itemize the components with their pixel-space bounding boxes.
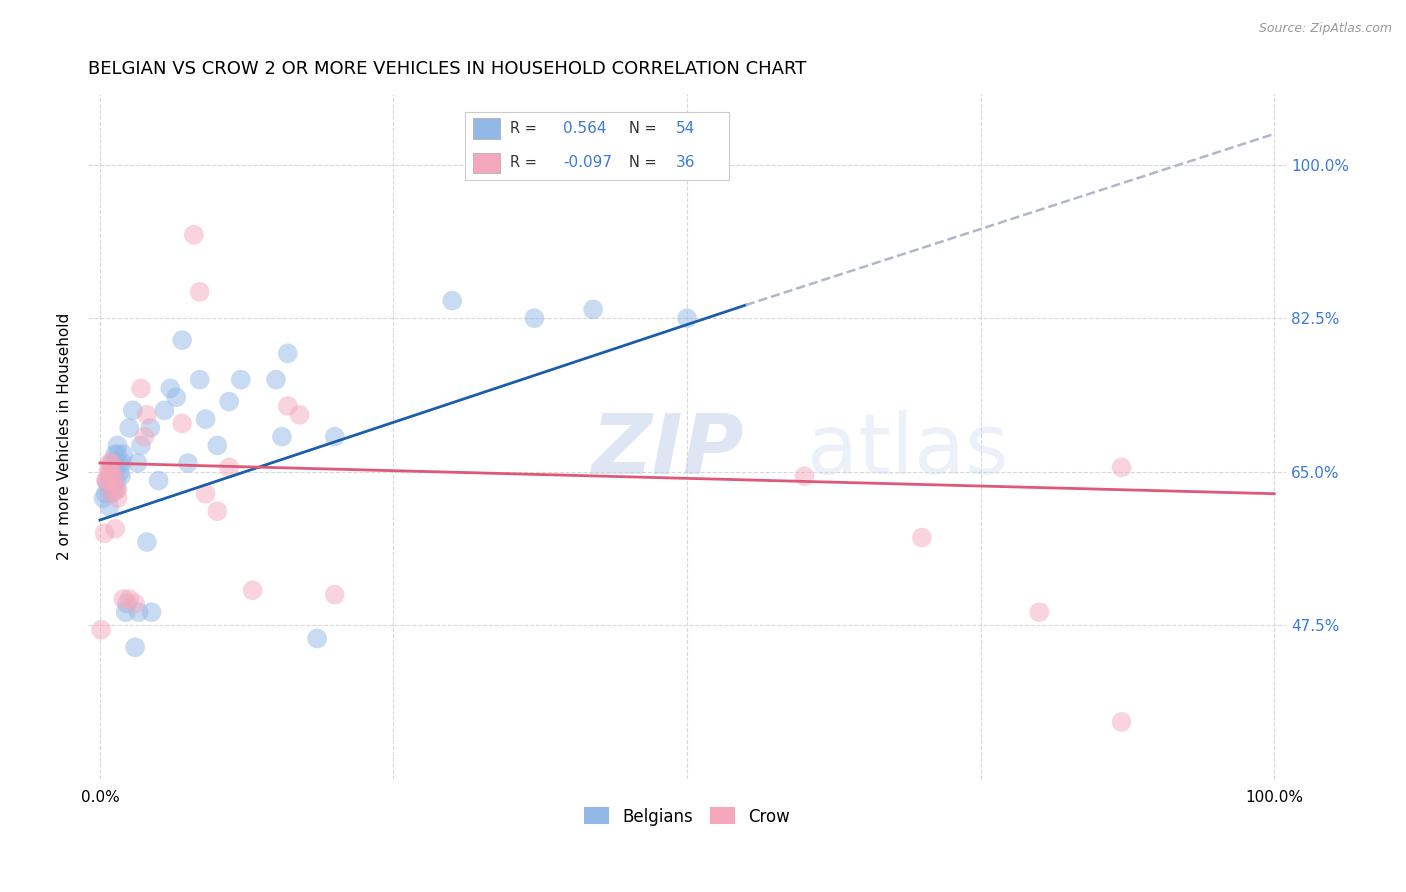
Point <box>288 408 311 422</box>
Point <box>97 465 120 479</box>
Text: BELGIAN VS CROW 2 OR MORE VEHICLES IN HOUSEHOLD CORRELATION CHART: BELGIAN VS CROW 2 OR MORE VEHICLES IN HO… <box>89 60 807 78</box>
Point <box>277 399 299 413</box>
Point <box>676 311 699 326</box>
Point <box>97 478 120 492</box>
Point <box>172 417 194 431</box>
Point <box>121 403 143 417</box>
Point <box>96 474 118 488</box>
Point <box>911 531 934 545</box>
Point <box>582 302 605 317</box>
Point <box>100 465 122 479</box>
Text: ZIP: ZIP <box>592 409 744 491</box>
Point <box>134 430 156 444</box>
Point <box>1111 714 1133 729</box>
Point <box>129 438 152 452</box>
Point <box>159 381 181 395</box>
Y-axis label: 2 or more Vehicles in Household: 2 or more Vehicles in Household <box>58 313 72 560</box>
Point <box>135 408 157 422</box>
Point <box>115 596 138 610</box>
Point <box>118 592 141 607</box>
Point <box>229 373 252 387</box>
Point <box>103 469 125 483</box>
Point <box>96 474 118 488</box>
Point <box>242 583 264 598</box>
Point <box>188 373 211 387</box>
Point <box>118 421 141 435</box>
Point <box>114 605 136 619</box>
Point <box>218 460 240 475</box>
Text: Source: ZipAtlas.com: Source: ZipAtlas.com <box>1258 22 1392 36</box>
Point <box>183 227 205 242</box>
Point <box>98 500 121 514</box>
Point <box>323 588 346 602</box>
Point <box>101 474 124 488</box>
Point <box>307 632 329 646</box>
Point <box>793 469 815 483</box>
Point <box>139 421 162 435</box>
Point <box>94 474 117 488</box>
Point <box>100 486 122 500</box>
Point <box>135 535 157 549</box>
Point <box>188 285 211 299</box>
Point <box>207 438 229 452</box>
Point <box>218 394 240 409</box>
Point <box>194 486 217 500</box>
Point <box>112 447 135 461</box>
Point <box>128 605 150 619</box>
Point <box>101 483 124 497</box>
Point <box>523 311 546 326</box>
Point <box>110 469 132 483</box>
Point <box>103 465 125 479</box>
Point <box>172 333 194 347</box>
Point <box>105 474 128 488</box>
Point <box>441 293 464 308</box>
Point <box>100 456 122 470</box>
Point <box>100 465 122 479</box>
Text: atlas: atlas <box>807 409 1008 491</box>
Point <box>104 456 127 470</box>
Point <box>107 456 129 470</box>
Point <box>112 592 135 607</box>
Point <box>264 373 287 387</box>
Point <box>148 474 170 488</box>
Point <box>124 596 146 610</box>
Point <box>124 640 146 655</box>
Point <box>1028 605 1050 619</box>
Point <box>277 346 299 360</box>
Point <box>153 403 176 417</box>
Point <box>129 381 152 395</box>
Legend: Belgians, Crow: Belgians, Crow <box>578 801 797 832</box>
Point <box>98 456 121 470</box>
Point <box>107 483 129 497</box>
Point <box>104 483 127 497</box>
Point <box>107 491 129 505</box>
Point <box>323 430 346 444</box>
Point <box>108 465 131 479</box>
Point <box>105 483 128 497</box>
Point <box>111 456 134 470</box>
Point <box>127 456 149 470</box>
Point <box>207 504 229 518</box>
Point <box>141 605 163 619</box>
Point <box>90 623 112 637</box>
Point <box>93 491 115 505</box>
Point <box>177 456 200 470</box>
Point <box>104 447 127 461</box>
Point <box>194 412 217 426</box>
Point <box>103 469 125 483</box>
Point <box>271 430 294 444</box>
Point <box>165 390 187 404</box>
Point <box>94 486 117 500</box>
Point <box>93 526 115 541</box>
Point <box>107 447 129 461</box>
Point <box>104 522 127 536</box>
Point <box>100 486 122 500</box>
Point <box>100 456 122 470</box>
Point <box>101 474 124 488</box>
Point <box>107 438 129 452</box>
Point <box>1111 460 1133 475</box>
